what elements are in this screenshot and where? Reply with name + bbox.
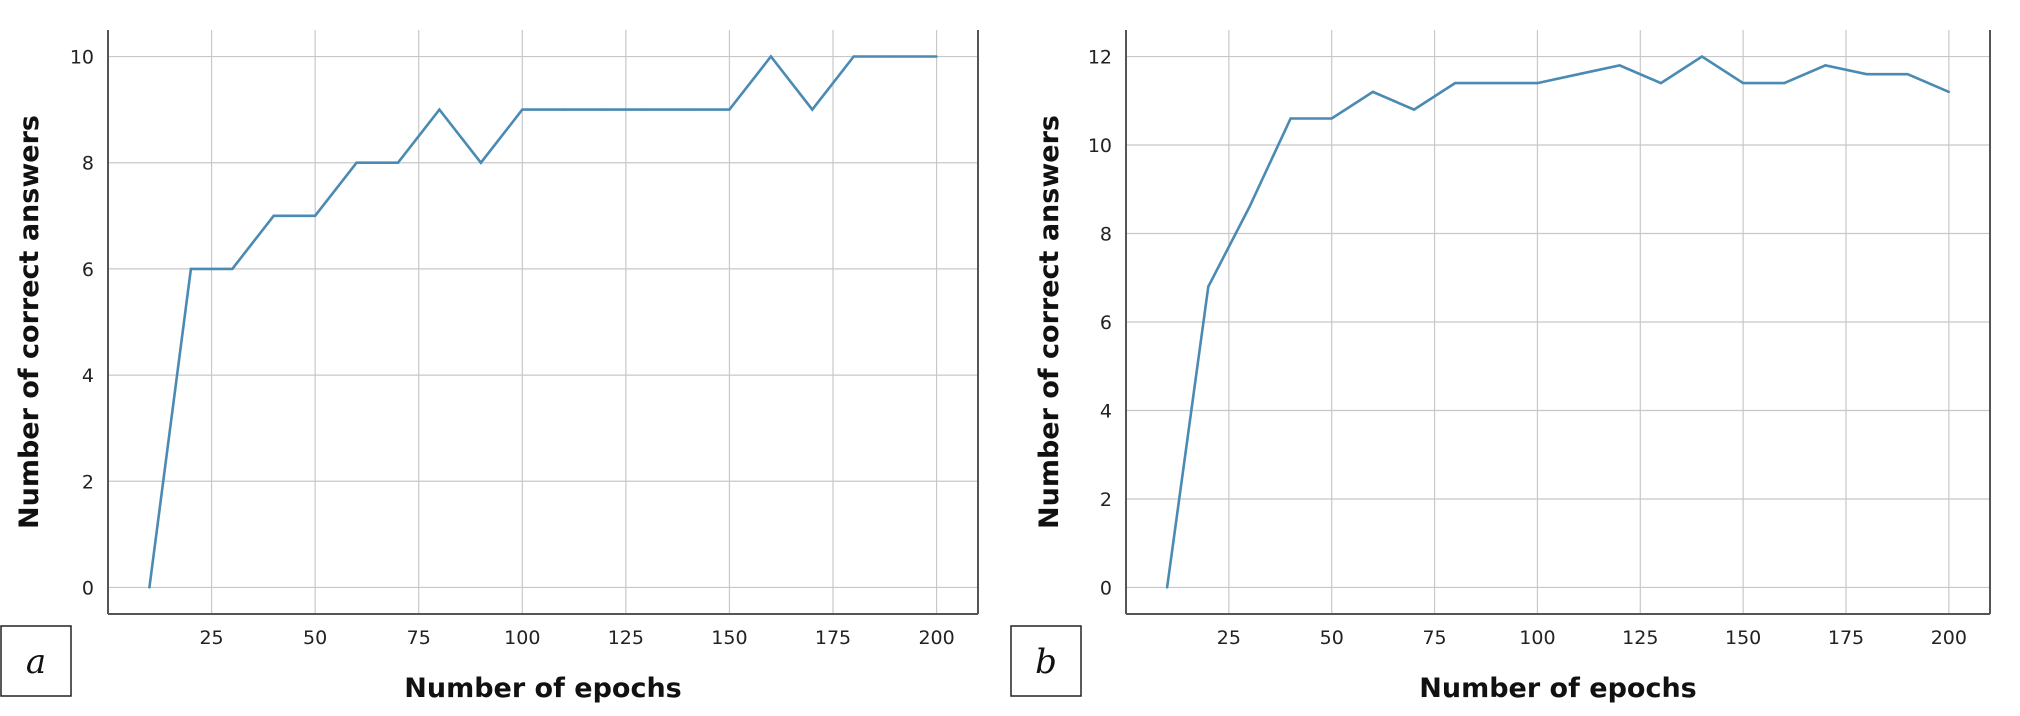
x-tick-label: 125 bbox=[1622, 627, 1658, 649]
x-tick-label: 100 bbox=[504, 627, 540, 649]
x-tick-label: 75 bbox=[1422, 627, 1446, 649]
x-tick-label: 50 bbox=[303, 627, 327, 649]
data-point bbox=[1536, 81, 1539, 85]
y-tick-label: 10 bbox=[1088, 135, 1112, 157]
data-point bbox=[1165, 586, 1169, 589]
data-point bbox=[645, 108, 648, 111]
y-tick-label: 10 bbox=[70, 47, 94, 69]
x-tick-label: 200 bbox=[1931, 627, 1967, 649]
data-point bbox=[1577, 73, 1580, 76]
data-point bbox=[355, 161, 358, 164]
data-point bbox=[396, 161, 400, 164]
data-point bbox=[479, 161, 483, 164]
data-point bbox=[231, 267, 234, 271]
y-tick-label: 4 bbox=[1100, 400, 1112, 422]
x-axis-label: Number of epochs bbox=[404, 673, 682, 704]
data-point bbox=[1659, 81, 1663, 85]
y-tick-label: 12 bbox=[1088, 47, 1112, 69]
data-point bbox=[852, 55, 855, 58]
y-tick-label: 8 bbox=[82, 153, 94, 175]
x-tick-label: 150 bbox=[1725, 627, 1761, 649]
data-point bbox=[1371, 90, 1375, 94]
y-tick-label: 0 bbox=[82, 577, 94, 599]
data-point bbox=[1700, 55, 1704, 58]
y-tick-label: 8 bbox=[1100, 224, 1112, 246]
data-point bbox=[811, 108, 814, 111]
y-tick-label: 2 bbox=[82, 471, 94, 493]
x-tick-label: 25 bbox=[1217, 627, 1241, 649]
data-point bbox=[438, 108, 441, 111]
x-axis-label: Number of epochs bbox=[1419, 673, 1697, 704]
data-point bbox=[893, 55, 897, 58]
data-point bbox=[686, 108, 690, 111]
data-point bbox=[728, 108, 731, 111]
data-point bbox=[1906, 73, 1909, 76]
x-tick-label: 50 bbox=[1320, 627, 1344, 649]
series-line bbox=[1165, 54, 1950, 588]
data-point bbox=[189, 267, 193, 271]
chart-panel-b: 25 50 75 100 125 150 175 200 0 2 4 6 8 10 12 Number of … bbox=[1010, 30, 1991, 704]
chart-panel-a: 25 50 75 100 125 150 175 200 0 2 4 6 8 10 Number of co… bbox=[0, 30, 979, 704]
x-tick-label: 25 bbox=[199, 627, 223, 649]
y-axis-label: Number of correct answers bbox=[1034, 115, 1065, 529]
data-point bbox=[1207, 285, 1210, 288]
series-line bbox=[148, 54, 937, 588]
data-point bbox=[935, 55, 938, 58]
data-point bbox=[1495, 81, 1498, 85]
data-point bbox=[1783, 81, 1786, 85]
data-point bbox=[1289, 117, 1292, 120]
y-axis-label: Number of correct answers bbox=[14, 115, 45, 529]
data-point bbox=[1741, 81, 1745, 85]
y-tick-label: 2 bbox=[1100, 489, 1112, 511]
x-tick-label: 175 bbox=[815, 627, 851, 649]
data-point bbox=[148, 586, 151, 589]
data-point bbox=[1412, 108, 1416, 111]
data-point bbox=[1618, 64, 1621, 67]
panel-label-box bbox=[0, 625, 72, 697]
data-point bbox=[1453, 81, 1457, 85]
panel-label: a bbox=[26, 642, 46, 682]
y-tick-label: 6 bbox=[1100, 312, 1112, 334]
data-point bbox=[313, 214, 317, 218]
data-point bbox=[1865, 73, 1868, 76]
panel-label-box bbox=[1010, 625, 1082, 697]
data-point bbox=[562, 108, 565, 111]
x-tick-label: 150 bbox=[711, 627, 747, 649]
data-point bbox=[1248, 205, 1251, 209]
data-point bbox=[521, 108, 524, 111]
y-tick-label: 0 bbox=[1100, 577, 1112, 599]
data-point bbox=[769, 55, 773, 58]
x-tick-label: 175 bbox=[1828, 627, 1864, 649]
data-point bbox=[603, 108, 607, 111]
data-point bbox=[1947, 90, 1951, 94]
y-tick-label: 4 bbox=[82, 365, 94, 387]
data-point bbox=[1824, 64, 1827, 67]
data-point bbox=[272, 214, 275, 218]
x-tick-label: 100 bbox=[1519, 627, 1555, 649]
y-tick-label: 6 bbox=[82, 259, 94, 281]
data-point bbox=[1330, 117, 1333, 120]
panel-label: b bbox=[1035, 642, 1057, 682]
x-tick-label: 75 bbox=[407, 627, 431, 649]
x-tick-label: 200 bbox=[918, 627, 954, 649]
x-tick-label: 125 bbox=[608, 627, 644, 649]
